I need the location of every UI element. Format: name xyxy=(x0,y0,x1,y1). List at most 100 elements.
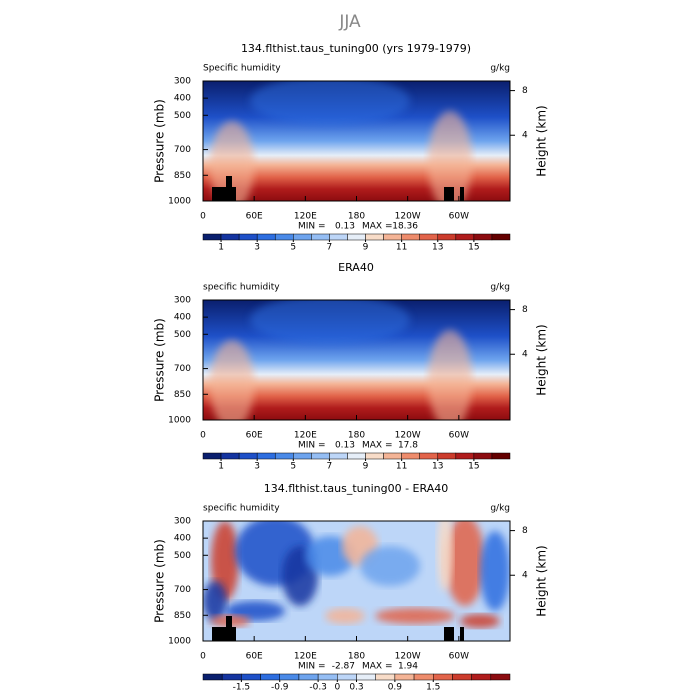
colorbar-label: 0.3 xyxy=(349,683,363,693)
y-tick-label: 500 xyxy=(174,330,191,340)
x-tick-label: 60E xyxy=(246,652,263,662)
max-label: MAX = xyxy=(362,441,393,451)
y2-axis-label: Height (km) xyxy=(535,545,549,616)
anomaly xyxy=(325,608,365,624)
topography xyxy=(226,616,232,641)
y2-tick-label: 8 xyxy=(522,305,528,315)
y2-tick-label: 4 xyxy=(522,571,528,581)
colorbar-box xyxy=(220,452,240,460)
y-tick-label: 400 xyxy=(174,94,191,104)
contour-field xyxy=(203,521,510,641)
colorbar-box xyxy=(383,233,402,241)
topography xyxy=(444,187,454,201)
x-tick-label: 0 xyxy=(200,212,206,222)
min-value: 0.13 xyxy=(335,441,355,451)
x-tick-label: 180 xyxy=(348,431,365,441)
min-value: -2.87 xyxy=(332,662,355,672)
colorbar-label: 1.5 xyxy=(426,683,440,693)
anomaly xyxy=(211,521,239,601)
y-axis-label: Pressure (mb) xyxy=(153,99,167,183)
colorbar-box xyxy=(491,233,511,241)
colorbar-box xyxy=(221,673,242,681)
x-tick-label: 120E xyxy=(294,431,317,441)
colorbar-box xyxy=(238,233,258,241)
colorbar-box xyxy=(455,233,475,241)
colorbar-label: -1.5 xyxy=(233,683,251,693)
colorbar-label: 5 xyxy=(290,462,296,472)
colorbar-label: 3 xyxy=(254,462,260,472)
units-label: g/kg xyxy=(490,504,510,514)
units-label: g/kg xyxy=(490,283,510,293)
colorbar-box xyxy=(433,673,453,681)
units-label: g/kg xyxy=(490,64,510,74)
colorbar-label: 9 xyxy=(363,243,369,253)
max-value: 1.94 xyxy=(398,662,418,672)
topography xyxy=(212,187,236,201)
moist-plume xyxy=(250,81,410,126)
colorbar-box xyxy=(317,673,338,681)
moist-plume xyxy=(250,300,410,345)
colorbar-box xyxy=(375,673,396,681)
colorbar-label: 15 xyxy=(468,462,479,472)
anomaly xyxy=(460,614,500,628)
colorbar-label: -0.9 xyxy=(271,683,289,693)
colorbar-box xyxy=(473,452,493,460)
moist-plume xyxy=(428,330,472,420)
colorbar-box xyxy=(437,233,457,241)
y-tick-label: 850 xyxy=(174,611,191,621)
topography xyxy=(444,627,454,641)
colorbar-label: 7 xyxy=(327,243,333,253)
y-tick-label: 700 xyxy=(174,364,191,374)
contour-field xyxy=(203,300,510,420)
y2-axis-label: Height (km) xyxy=(535,105,549,176)
topography xyxy=(460,187,464,201)
colorbar-box xyxy=(274,452,294,460)
y-tick-label: 1000 xyxy=(168,197,191,207)
x-tick-label: 60W xyxy=(449,431,469,441)
x-tick-label: 180 xyxy=(348,212,365,222)
colorbar-box xyxy=(329,233,348,241)
y-tick-label: 300 xyxy=(174,77,191,87)
y-tick-label: 1000 xyxy=(168,637,191,647)
colorbar-box xyxy=(202,673,223,681)
colorbar-box xyxy=(365,233,384,241)
colorbar-box xyxy=(241,673,261,681)
max-label: MAX = xyxy=(362,222,393,232)
colorbar-box xyxy=(383,452,402,460)
colorbar-box xyxy=(452,673,472,681)
moist-plume xyxy=(210,121,254,201)
x-tick-label: 180 xyxy=(348,652,365,662)
y2-tick-label: 8 xyxy=(522,526,528,536)
colorbar-box xyxy=(471,673,492,681)
colorbar-box xyxy=(419,233,439,241)
colorbar-label: 5 xyxy=(290,243,296,253)
colorbar-box xyxy=(238,452,258,460)
x-tick-label: 0 xyxy=(200,431,206,441)
y-axis-label: Pressure (mb) xyxy=(153,539,167,623)
colorbar-box xyxy=(274,233,294,241)
colorbar-label: 11 xyxy=(396,462,407,472)
x-tick-label: 0 xyxy=(200,652,206,662)
colorbar-label: 3 xyxy=(254,243,260,253)
panel-title: 134.flthist.taus_tuning00 - ERA40 xyxy=(264,482,448,495)
colorbar-box xyxy=(347,452,366,460)
colorbar-label: -0.3 xyxy=(309,683,327,693)
colorbar-label: 15 xyxy=(468,243,479,253)
colorbar-box xyxy=(437,452,457,460)
y2-axis-label: Height (km) xyxy=(535,324,549,395)
colorbar-box xyxy=(413,673,434,681)
x-tick-label: 120E xyxy=(294,212,317,222)
colorbar-box xyxy=(260,673,280,681)
figure-title: JJA xyxy=(338,12,361,32)
x-tick-label: 120W xyxy=(395,212,421,222)
y-tick-label: 1000 xyxy=(168,416,191,426)
colorbar-box xyxy=(473,233,493,241)
y-tick-label: 500 xyxy=(174,551,191,561)
y2-tick-label: 8 xyxy=(522,86,528,96)
y-tick-label: 300 xyxy=(174,296,191,306)
colorbar-box xyxy=(329,452,348,460)
colorbar-box xyxy=(279,673,300,681)
colorbar-label: 1 xyxy=(218,462,224,472)
colorbar-label: 0.9 xyxy=(388,683,403,693)
